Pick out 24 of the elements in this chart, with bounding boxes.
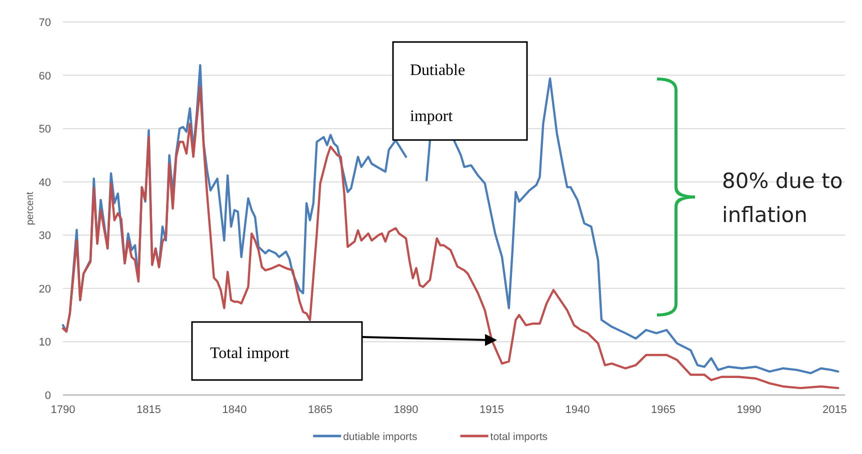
y-tick-label: 0 (44, 390, 51, 402)
x-tick-label: 1840 (222, 404, 247, 416)
x-tick-label: 1790 (50, 404, 76, 416)
x-tick-label: 1865 (308, 404, 332, 416)
annotation: Total import (210, 345, 290, 362)
y-tick-label: 20 (38, 283, 51, 296)
x-tick-label: 1915 (479, 404, 504, 416)
annotation: 80% due to inflation (722, 169, 843, 227)
x-tick-label: 1940 (565, 404, 590, 416)
x-tick-label: 1890 (394, 404, 418, 416)
text: Dutiable import (410, 62, 466, 125)
y-tick-label: 50 (38, 124, 51, 136)
y-tick-label: 10 (38, 336, 51, 349)
x-tick-label: 2015 (822, 404, 847, 416)
y-tick-label: 70 (38, 17, 51, 29)
legend-label: total imports (490, 431, 548, 443)
y-axis-title: percent (25, 192, 36, 226)
y-tick-label: 30 (38, 230, 51, 242)
x-tick-label: 1965 (650, 404, 676, 416)
y-tick-label: 60 (38, 70, 51, 82)
x-tick-label: 1815 (136, 404, 161, 416)
legend-label: dutiable imports (343, 431, 418, 443)
x-tick-label: 1990 (736, 404, 762, 416)
y-tick-label: 40 (38, 176, 51, 189)
